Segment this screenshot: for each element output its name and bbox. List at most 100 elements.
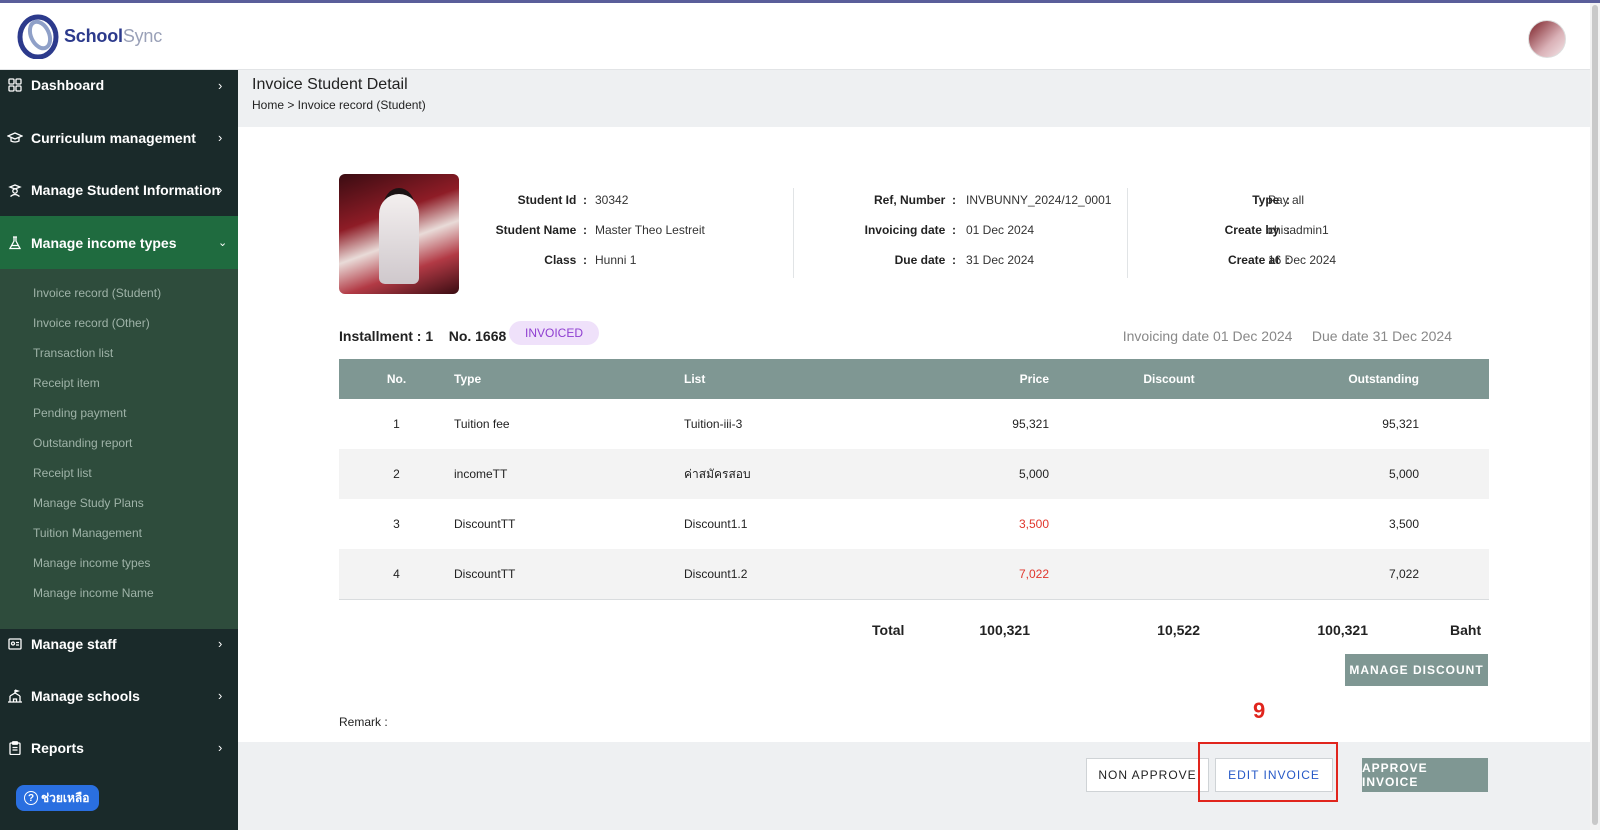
student-photo [339, 174, 459, 294]
page-title-bar: Invoice Student Detail Home > Invoice re… [238, 70, 1590, 127]
submenu-manage-study-plans[interactable]: Manage Study Plans [33, 496, 144, 510]
chevron-down-icon: ⌄ [218, 237, 228, 249]
main-content: Invoice Student Detail Home > Invoice re… [238, 70, 1590, 830]
brand-name: SchoolSync [64, 26, 162, 47]
cell-type: Tuition fee [454, 417, 510, 431]
cell-discount [1049, 449, 1249, 499]
sidebar-item-dashboard[interactable]: Dashboard › [0, 59, 238, 111]
edit-invoice-button[interactable]: EDIT INVOICE [1215, 758, 1333, 792]
student-name-label: Student Name : [495, 223, 587, 237]
due-date-value: 31 Dec 2024 [966, 253, 1035, 267]
sidebar-item-student-information[interactable]: Manage Student Information › [0, 163, 238, 216]
column-header-outstanding: Outstanding [1348, 372, 1419, 386]
sidebar-item-manage-staff[interactable]: Manage staff › [0, 617, 238, 670]
help-label: ช่วยเหลือ [41, 790, 90, 805]
cell-no: 2 [393, 467, 400, 481]
clipboard-icon [7, 740, 23, 756]
table-row: 2 incomeTT ค่าสมัครสอบ 5,000 5,000 [339, 449, 1489, 499]
submenu-manage-income-types[interactable]: Manage income types [33, 556, 151, 570]
page-scrollbar[interactable] [1590, 3, 1600, 830]
class-label: Class : [544, 253, 587, 267]
create-at-label: Create at : [1227, 253, 1290, 267]
cell-type: DiscountTT [454, 517, 516, 531]
student-photo-figure [379, 194, 419, 284]
column-header-price: Price [1019, 372, 1049, 386]
question-icon: ? [24, 791, 38, 805]
step-highlight-box [1198, 742, 1338, 802]
manage-discount-button[interactable]: MANAGE DISCOUNT [1345, 654, 1488, 686]
status-badge: INVOICED [509, 321, 599, 345]
invoicing-date-label-text: Invoicing date [864, 223, 946, 237]
invoicing-date-label: Invoicing date : [864, 223, 956, 237]
top-accent-line [0, 0, 1600, 3]
brand-name-secondary: Sync [122, 25, 163, 46]
total-unit: Baht [1450, 622, 1482, 638]
sidebar-item-label: Manage staff [31, 635, 117, 652]
due-date-label-text: Due date [894, 253, 946, 267]
student-id-label: Student Id : [517, 193, 587, 207]
installment-number: No. 1668 [448, 328, 507, 344]
submenu-tuition-management[interactable]: Tuition Management [33, 526, 142, 540]
logo-ring-icon [17, 14, 59, 59]
chevron-right-icon: › [218, 636, 223, 651]
submenu-outstanding-report[interactable]: Outstanding report [33, 436, 133, 450]
installment-dates: Invoicing date 01 Dec 2024 Due date 31 D… [1123, 328, 1452, 344]
student-id-label-text: Student Id [517, 193, 577, 207]
submenu-invoice-record-other[interactable]: Invoice record (Other) [33, 316, 150, 330]
type-label: Type : [1252, 193, 1290, 207]
cell-spacer [1419, 449, 1489, 499]
remark-label: Remark : [339, 715, 388, 729]
chevron-right-icon: › [218, 77, 223, 93]
income-types-submenu: Invoice record (Student) Invoice record … [0, 269, 238, 629]
sidebar-item-curriculum[interactable]: Curriculum management › [0, 111, 238, 164]
approve-invoice-button[interactable]: APPROVE INVOICE [1362, 758, 1488, 792]
graduation-cap-icon [7, 130, 23, 146]
scrollbar-thumb[interactable] [1592, 5, 1598, 825]
sidebar-item-label: Manage schools [31, 687, 140, 704]
divider [793, 188, 794, 278]
create-at-value: 16 Dec 2024 [1268, 253, 1337, 267]
cell-list: Tuition-iii-3 [684, 417, 743, 431]
flask-icon [7, 235, 23, 251]
chevron-right-icon: › [218, 182, 223, 197]
cell-type: incomeTT [454, 467, 508, 481]
non-approve-button[interactable]: NON APPROVE [1086, 758, 1209, 792]
grid-icon [7, 77, 23, 93]
type-label-text: Type [1252, 193, 1280, 207]
create-by-label-text: Create by [1224, 223, 1280, 237]
table-row: 3 DiscountTT Discount1.1 3,500 3,500 [339, 499, 1489, 549]
total-discount: 10,522 [1157, 622, 1200, 638]
installment-due-date: Due date 31 Dec 2024 [1311, 328, 1452, 344]
submenu-pending-payment[interactable]: Pending payment [33, 406, 127, 420]
cell-spacer [1419, 549, 1489, 599]
cell-discount [1049, 399, 1249, 449]
sidebar-item-reports[interactable]: Reports › [0, 721, 238, 774]
invoice-items-table: No. Type List Price Discount Outstanding… [339, 359, 1489, 600]
total-label: Total [872, 622, 905, 638]
submenu-receipt-item[interactable]: Receipt item [33, 376, 100, 390]
school-sync-logo[interactable]: SchoolSync [16, 13, 162, 59]
table-row: 1 Tuition fee Tuition-iii-3 95,321 95,32… [339, 399, 1489, 449]
cell-no: 4 [393, 566, 400, 581]
sidebar-item-income-types[interactable]: Manage income types ⌄ [0, 216, 238, 269]
ref-number-label-text: Ref, Number [873, 193, 946, 207]
student-name-label-text: Student Name [495, 223, 577, 237]
cell-outstanding: 5,000 [1388, 467, 1419, 481]
user-avatar[interactable] [1528, 20, 1566, 58]
cell-outstanding: 3,500 [1388, 517, 1419, 531]
help-button[interactable]: ? ช่วยเหลือ [16, 785, 99, 811]
chevron-right-icon: › [218, 740, 223, 755]
class-value: Hunni 1 [595, 253, 637, 267]
id-card-icon [7, 636, 23, 652]
breadcrumb[interactable]: Home > Invoice record (Student) [252, 98, 426, 112]
table-header-row: No. Type List Price Discount Outstanding [339, 359, 1489, 399]
type-value: Pay all [1268, 193, 1305, 207]
submenu-manage-income-name[interactable]: Manage income Name [33, 586, 154, 600]
submenu-receipt-list[interactable]: Receipt list [33, 466, 92, 480]
submenu-invoice-record-student[interactable]: Invoice record (Student) [33, 286, 162, 300]
table-row: 4 DiscountTT Discount1.2 7,022 7,022 [339, 549, 1489, 599]
class-label-text: Class [544, 253, 577, 267]
sidebar-item-manage-schools[interactable]: Manage schools › [0, 669, 238, 722]
submenu-transaction-list[interactable]: Transaction list [33, 346, 114, 360]
student-id-value: 30342 [595, 193, 629, 207]
